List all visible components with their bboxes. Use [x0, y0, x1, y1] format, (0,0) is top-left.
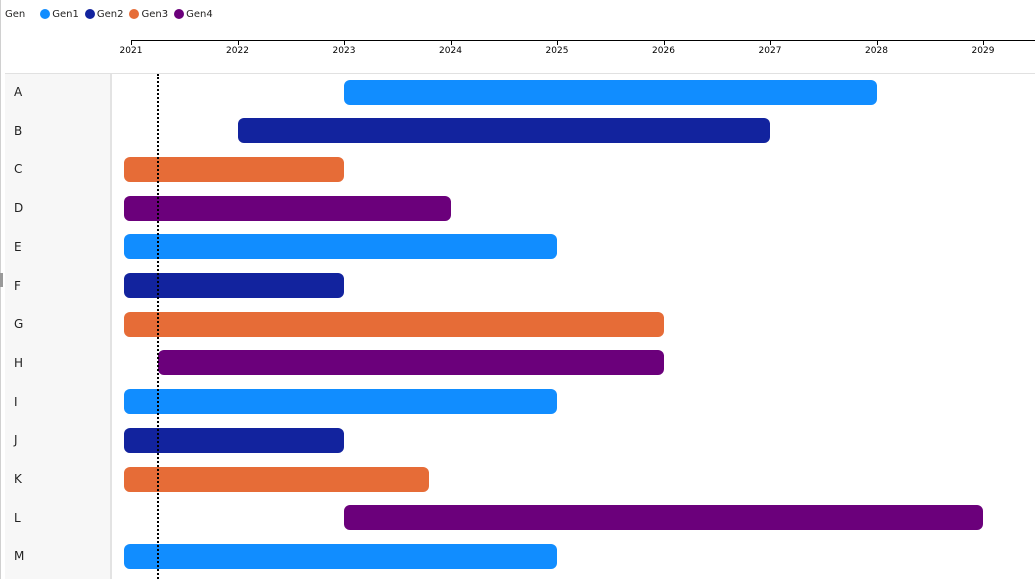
- legend: Gen Gen1 Gen2 Gen3 Gen4: [5, 6, 219, 22]
- axis-tick: [557, 40, 558, 45]
- row-label: L: [14, 510, 21, 525]
- gantt-bar-d[interactable]: [124, 195, 451, 221]
- axis-tick: [450, 40, 452, 45]
- legend-dot-icon: [129, 9, 140, 19]
- gantt-bar-j[interactable]: [124, 427, 344, 453]
- axis-tick-label: 2026: [652, 46, 675, 56]
- axis-tick-label: 2028: [865, 46, 888, 56]
- axis-line: [131, 40, 1035, 41]
- gantt-bar-b[interactable]: [237, 118, 770, 144]
- row-label: M: [14, 549, 25, 564]
- axis-tick-label: 2022: [226, 46, 249, 56]
- row-label: H: [14, 355, 24, 370]
- gantt-bar-l[interactable]: [344, 505, 983, 531]
- axis-tick: [876, 40, 878, 45]
- legend-label: Gen1: [52, 8, 79, 20]
- row-label: E: [14, 239, 22, 254]
- x-axis: 2021 2022 2023 2024 2025 2026 2027 2028 2029: [0, 0, 1035, 74]
- legend-item-gen2[interactable]: Gen2: [84, 8, 124, 20]
- axis-tick: [983, 40, 984, 45]
- axis-tick-label: 2025: [545, 46, 569, 56]
- row-label: D: [14, 201, 24, 216]
- resize-handle[interactable]: [0, 273, 3, 287]
- legend-label: Gen3: [141, 8, 169, 20]
- row-label: B: [14, 123, 23, 138]
- gantt-bar-i[interactable]: [124, 389, 557, 415]
- axis-tick: [344, 40, 345, 45]
- legend-dot-icon: [174, 9, 185, 19]
- gantt-bar-c[interactable]: [124, 156, 344, 182]
- legend-title: Gen: [5, 8, 26, 20]
- legend-dot-icon: [40, 9, 51, 19]
- row-label: C: [14, 162, 23, 177]
- legend-label: Gen4: [186, 8, 213, 20]
- axis-tick: [131, 40, 132, 45]
- gantt-bar-k[interactable]: [124, 466, 430, 492]
- row-label: A: [14, 85, 23, 99]
- row-label-panel: [5, 74, 112, 579]
- axis-tick: [770, 40, 771, 45]
- left-border: [0, 0, 1, 579]
- header-separator: [5, 73, 1035, 74]
- row-label: J: [14, 433, 18, 448]
- legend-label: Gen2: [96, 8, 124, 20]
- axis-tick: [237, 40, 239, 45]
- axis-tick-label: 2024: [439, 46, 462, 56]
- axis-tick-label: 2029: [971, 46, 995, 56]
- gantt-bar-e[interactable]: [124, 234, 557, 260]
- gantt-bar-m[interactable]: [124, 543, 557, 569]
- axis-tick: [663, 40, 665, 45]
- gantt-bar-h[interactable]: [157, 350, 664, 376]
- row-label: G: [14, 317, 24, 332]
- row-label: K: [14, 472, 22, 486]
- axis-tick-label: 2023: [332, 46, 356, 56]
- row-label: F: [14, 278, 21, 293]
- gantt-bar-f[interactable]: [124, 273, 344, 298]
- legend-item-gen1[interactable]: Gen1: [40, 9, 79, 20]
- reference-line: [156, 74, 159, 579]
- axis-tick-label: 2021: [119, 46, 143, 56]
- axis-tick-label: 2027: [758, 46, 782, 56]
- gantt-bar-a[interactable]: [344, 79, 877, 105]
- gantt-bar-g[interactable]: [124, 311, 664, 337]
- legend-dot-icon: [84, 9, 95, 19]
- legend-item-gen3[interactable]: Gen3: [129, 9, 168, 20]
- legend-item-gen4[interactable]: Gen4: [174, 9, 213, 20]
- row-label: I: [14, 394, 18, 409]
